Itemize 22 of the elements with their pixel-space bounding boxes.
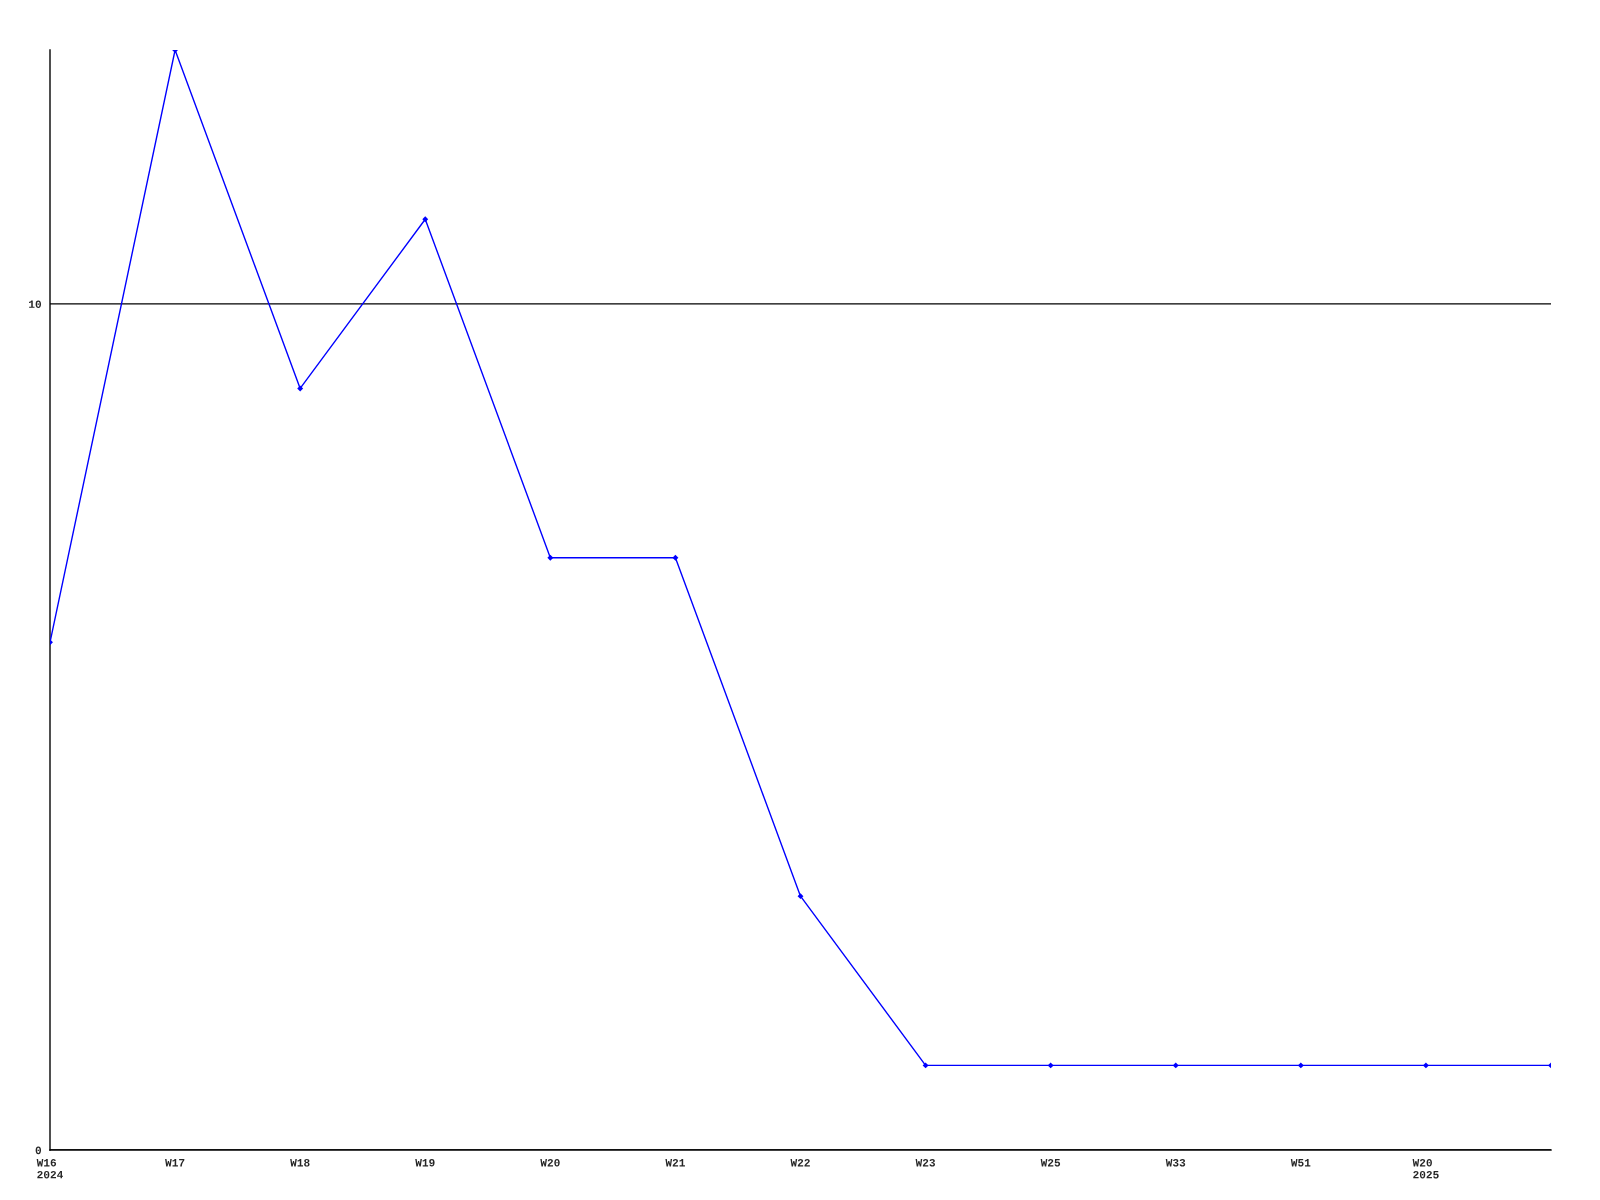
x-tick-label: W51 [1290,1159,1311,1167]
point [797,893,804,900]
x-tick-label: W22 [790,1158,810,1167]
x-tick-label: W20 [540,1158,560,1167]
point [922,1062,929,1069]
y-tick-label: 0 [35,1146,42,1155]
point [1297,1062,1304,1069]
point [1172,1062,1179,1069]
x-tick-label: W16 2024 [36,1158,63,1179]
x-tick-label: W25 [1040,1158,1061,1167]
x-tick-label: W19 [415,1158,435,1167]
x-tick-label: W33 [1165,1158,1186,1167]
x-tick-label: W21 [665,1158,685,1167]
y-tick-label: 10 [29,300,42,308]
point [297,385,304,392]
x-tick-label: W18 [290,1158,310,1167]
line-series [50,50,1551,1069]
x-tick-label: W20 2025 [1412,1158,1439,1179]
x-tick-label: W23 [915,1158,936,1167]
point [1422,1062,1429,1069]
x-tick-label: W17 [165,1159,185,1167]
point [672,554,679,561]
